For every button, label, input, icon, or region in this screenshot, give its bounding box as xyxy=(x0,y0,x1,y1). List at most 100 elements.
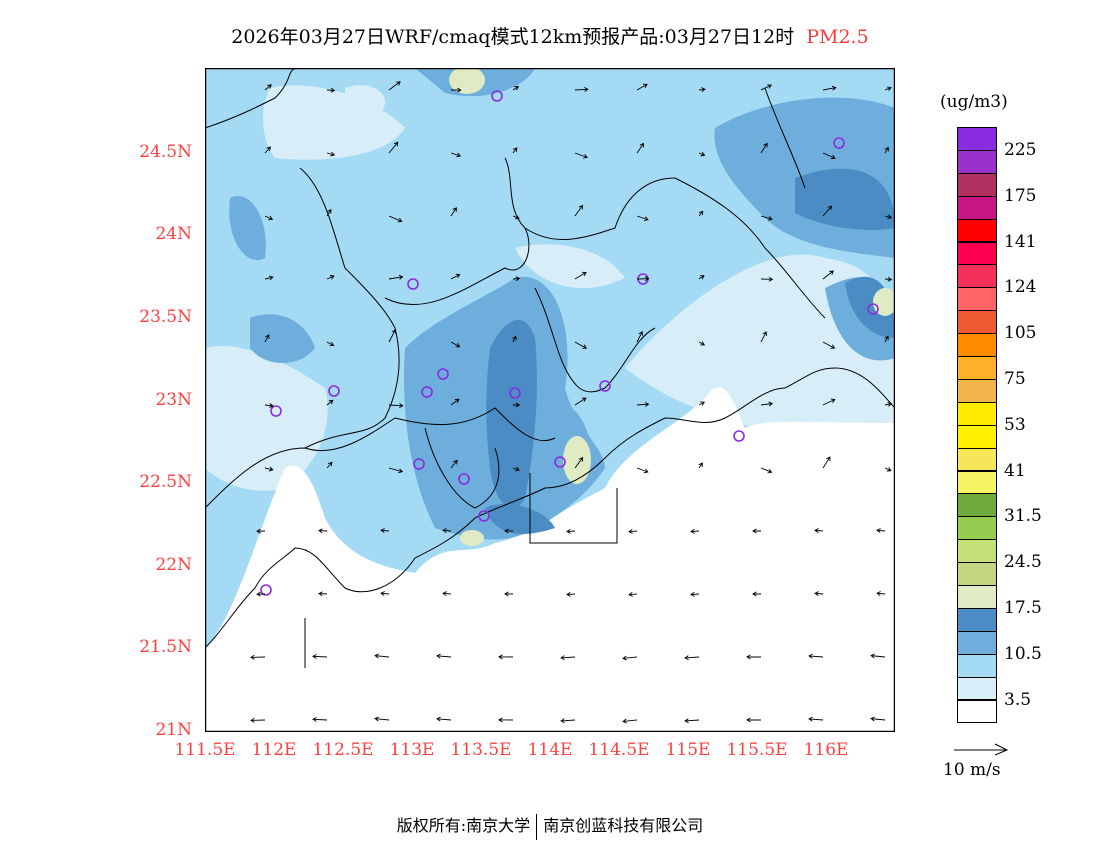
wind-arrow-icon xyxy=(822,270,834,280)
wind-arrow-icon xyxy=(264,403,274,408)
clean-area-white xyxy=(205,387,895,732)
wind-arrow-icon xyxy=(884,86,892,92)
wind-arrow-icon xyxy=(326,341,335,347)
legend-swatch xyxy=(957,607,997,632)
wind-arrow-icon xyxy=(264,466,274,472)
wind-arrow-icon xyxy=(698,401,706,406)
wind-arrow-icon xyxy=(264,215,274,221)
wind-arrow-icon xyxy=(512,214,520,220)
wind-arrow-icon xyxy=(450,87,462,93)
wind-arrow-icon xyxy=(264,275,274,281)
station-marker xyxy=(407,278,419,290)
wind-arrow-icon xyxy=(326,208,332,217)
legend-swatch xyxy=(957,699,997,724)
wind-arrow-icon xyxy=(884,335,889,343)
wind-arrow-icon xyxy=(636,142,645,154)
map-frame xyxy=(205,68,895,732)
station-marker xyxy=(437,368,449,380)
station-marker xyxy=(599,380,611,392)
lon-tick-label: 114E xyxy=(527,740,573,760)
wind-arrow-icon xyxy=(374,716,390,722)
legend-swatch xyxy=(957,562,997,586)
legend-swatch xyxy=(957,127,997,151)
wind-arrow-icon xyxy=(636,276,650,282)
legend-unit: (ug/m3) xyxy=(940,92,1008,112)
wind-arrow-icon xyxy=(698,462,703,469)
legend-swatch xyxy=(957,493,997,518)
wind-arrow-icon xyxy=(566,528,576,534)
wind-arrow-icon xyxy=(698,87,706,93)
wind-arrow-icon xyxy=(436,716,452,722)
wind-arrow-icon xyxy=(388,274,404,280)
legend-swatch xyxy=(957,401,997,426)
wind-arrow-icon xyxy=(698,210,704,217)
legend-swatch xyxy=(957,287,997,312)
lat-tick-label: 22.5N xyxy=(139,472,192,493)
legend-swatch xyxy=(957,241,997,266)
wind-arrow-icon xyxy=(388,328,397,343)
wind-arrow-icon xyxy=(250,717,266,723)
wind-arrow-icon xyxy=(574,397,587,406)
legend-swatch xyxy=(957,264,997,289)
wind-arrow-icon xyxy=(870,653,886,659)
legend-swatch xyxy=(957,653,997,678)
wind-arrow-icon xyxy=(388,141,399,154)
wind-arrow-icon xyxy=(884,214,893,220)
wind-arrow-icon xyxy=(822,398,836,406)
concentration-map xyxy=(205,68,895,732)
wind-arrow-icon xyxy=(574,152,588,159)
wind-arrow-icon xyxy=(698,151,706,157)
copyright-right: 南京创蓝科技有限公司 xyxy=(543,816,704,835)
wind-arrow-icon xyxy=(326,87,336,93)
wind-arrow-icon xyxy=(442,591,452,597)
wind-arrow-icon xyxy=(326,461,333,469)
wind-arrow-icon xyxy=(574,341,588,349)
wind-arrow-icon xyxy=(760,84,773,91)
wind-arrow-icon xyxy=(256,591,266,597)
wind-arrow-icon xyxy=(760,331,767,343)
legend-label: 141 xyxy=(1004,231,1037,252)
wind-arrow-icon xyxy=(746,654,762,660)
wind-arrow-icon xyxy=(504,591,514,597)
lon-tick-label: 115.5E xyxy=(726,740,788,760)
legend-swatch xyxy=(957,149,997,174)
station-marker xyxy=(478,510,490,522)
legend-swatch xyxy=(957,585,997,609)
wind-arrow-icon xyxy=(574,204,583,217)
lat-tick-label: 22N xyxy=(155,554,192,575)
wind-arrow-icon xyxy=(752,528,762,534)
monitoring-stations xyxy=(260,90,879,596)
wind-arrow-icon xyxy=(318,528,328,534)
wind-arrow-icon xyxy=(498,654,514,660)
legend-label: 105 xyxy=(1004,323,1037,344)
wind-arrow-icon xyxy=(436,653,452,659)
wind-arrow-icon xyxy=(566,591,576,597)
wind-arrow-icon xyxy=(760,142,768,154)
wind-arrow-icon xyxy=(760,215,773,221)
legend-label: 10.5 xyxy=(1004,643,1042,664)
wind-arrow-icon xyxy=(318,591,328,597)
lat-tick-label: 24.5N xyxy=(139,141,192,162)
wind-arrow-icon xyxy=(760,276,774,282)
wind-arrow-icon xyxy=(622,655,638,661)
wind-arrow-icon xyxy=(374,653,390,659)
legend-swatch xyxy=(957,310,997,335)
wind-arrow-icon xyxy=(450,398,460,406)
legend-swatch xyxy=(957,378,997,403)
wind-arrow-icon xyxy=(312,654,328,659)
wind-arrow-icon xyxy=(560,718,576,724)
wind-arrow-icon xyxy=(628,529,638,534)
wind-arrow-icon xyxy=(256,528,266,534)
wind-arrow-icon xyxy=(884,146,889,154)
wind-arrow-icon xyxy=(876,528,886,533)
legend-label: 41 xyxy=(1004,460,1026,481)
station-marker xyxy=(260,584,272,596)
legend-swatch xyxy=(957,195,997,220)
lat-tick-label: 24N xyxy=(155,224,192,245)
legend-swatch xyxy=(957,676,997,701)
map-title: 2026年03月27日WRF/cmaq模式12km预报产品:03月27日12时 P… xyxy=(0,22,1100,49)
legend-label: 225 xyxy=(1004,139,1037,160)
station-marker xyxy=(867,303,879,315)
wind-arrow-icon xyxy=(884,467,892,472)
wind-arrow-icon xyxy=(264,84,272,91)
